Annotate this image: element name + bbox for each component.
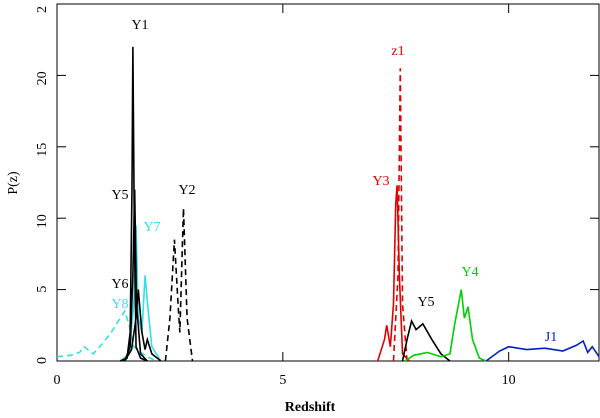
curve [404, 289, 487, 362]
curve-label: Y5 [417, 295, 434, 310]
curve-label: Y7 [143, 220, 160, 235]
y-tick-label: 5 [35, 286, 50, 293]
curve [485, 339, 600, 362]
plot-frame [56, 3, 600, 362]
y-tick-label: 15 [35, 143, 50, 157]
curve [56, 309, 157, 362]
curve [119, 225, 162, 362]
x-tick-label: 10 [502, 373, 516, 388]
y-tick-label: 0 [35, 357, 50, 364]
curve-label: Y6 [111, 277, 128, 292]
y-tick-label: 20 [35, 71, 50, 85]
curve-label: Y3 [372, 174, 389, 189]
curve-label: Y2 [178, 183, 195, 198]
curve [376, 185, 410, 362]
curve [392, 68, 408, 362]
curve-label: Y1 [131, 18, 148, 33]
y-axis-label: P(z) [6, 171, 21, 195]
x-tick-label: 0 [54, 373, 61, 388]
curve-label: Y8 [111, 297, 128, 312]
y-tick-label: 10 [35, 214, 50, 228]
curve-label: Y5 [111, 188, 128, 203]
curve [124, 289, 162, 362]
curve [164, 208, 194, 362]
curve-label: z1 [391, 44, 404, 59]
y-tick-label: 2 [35, 6, 50, 13]
curve-label: J1 [545, 330, 557, 345]
curve [401, 318, 451, 362]
curve-label: Y4 [461, 265, 478, 280]
x-axis-label: Redshift [285, 400, 336, 415]
curve [119, 46, 148, 362]
x-tick-label: 5 [279, 373, 286, 388]
